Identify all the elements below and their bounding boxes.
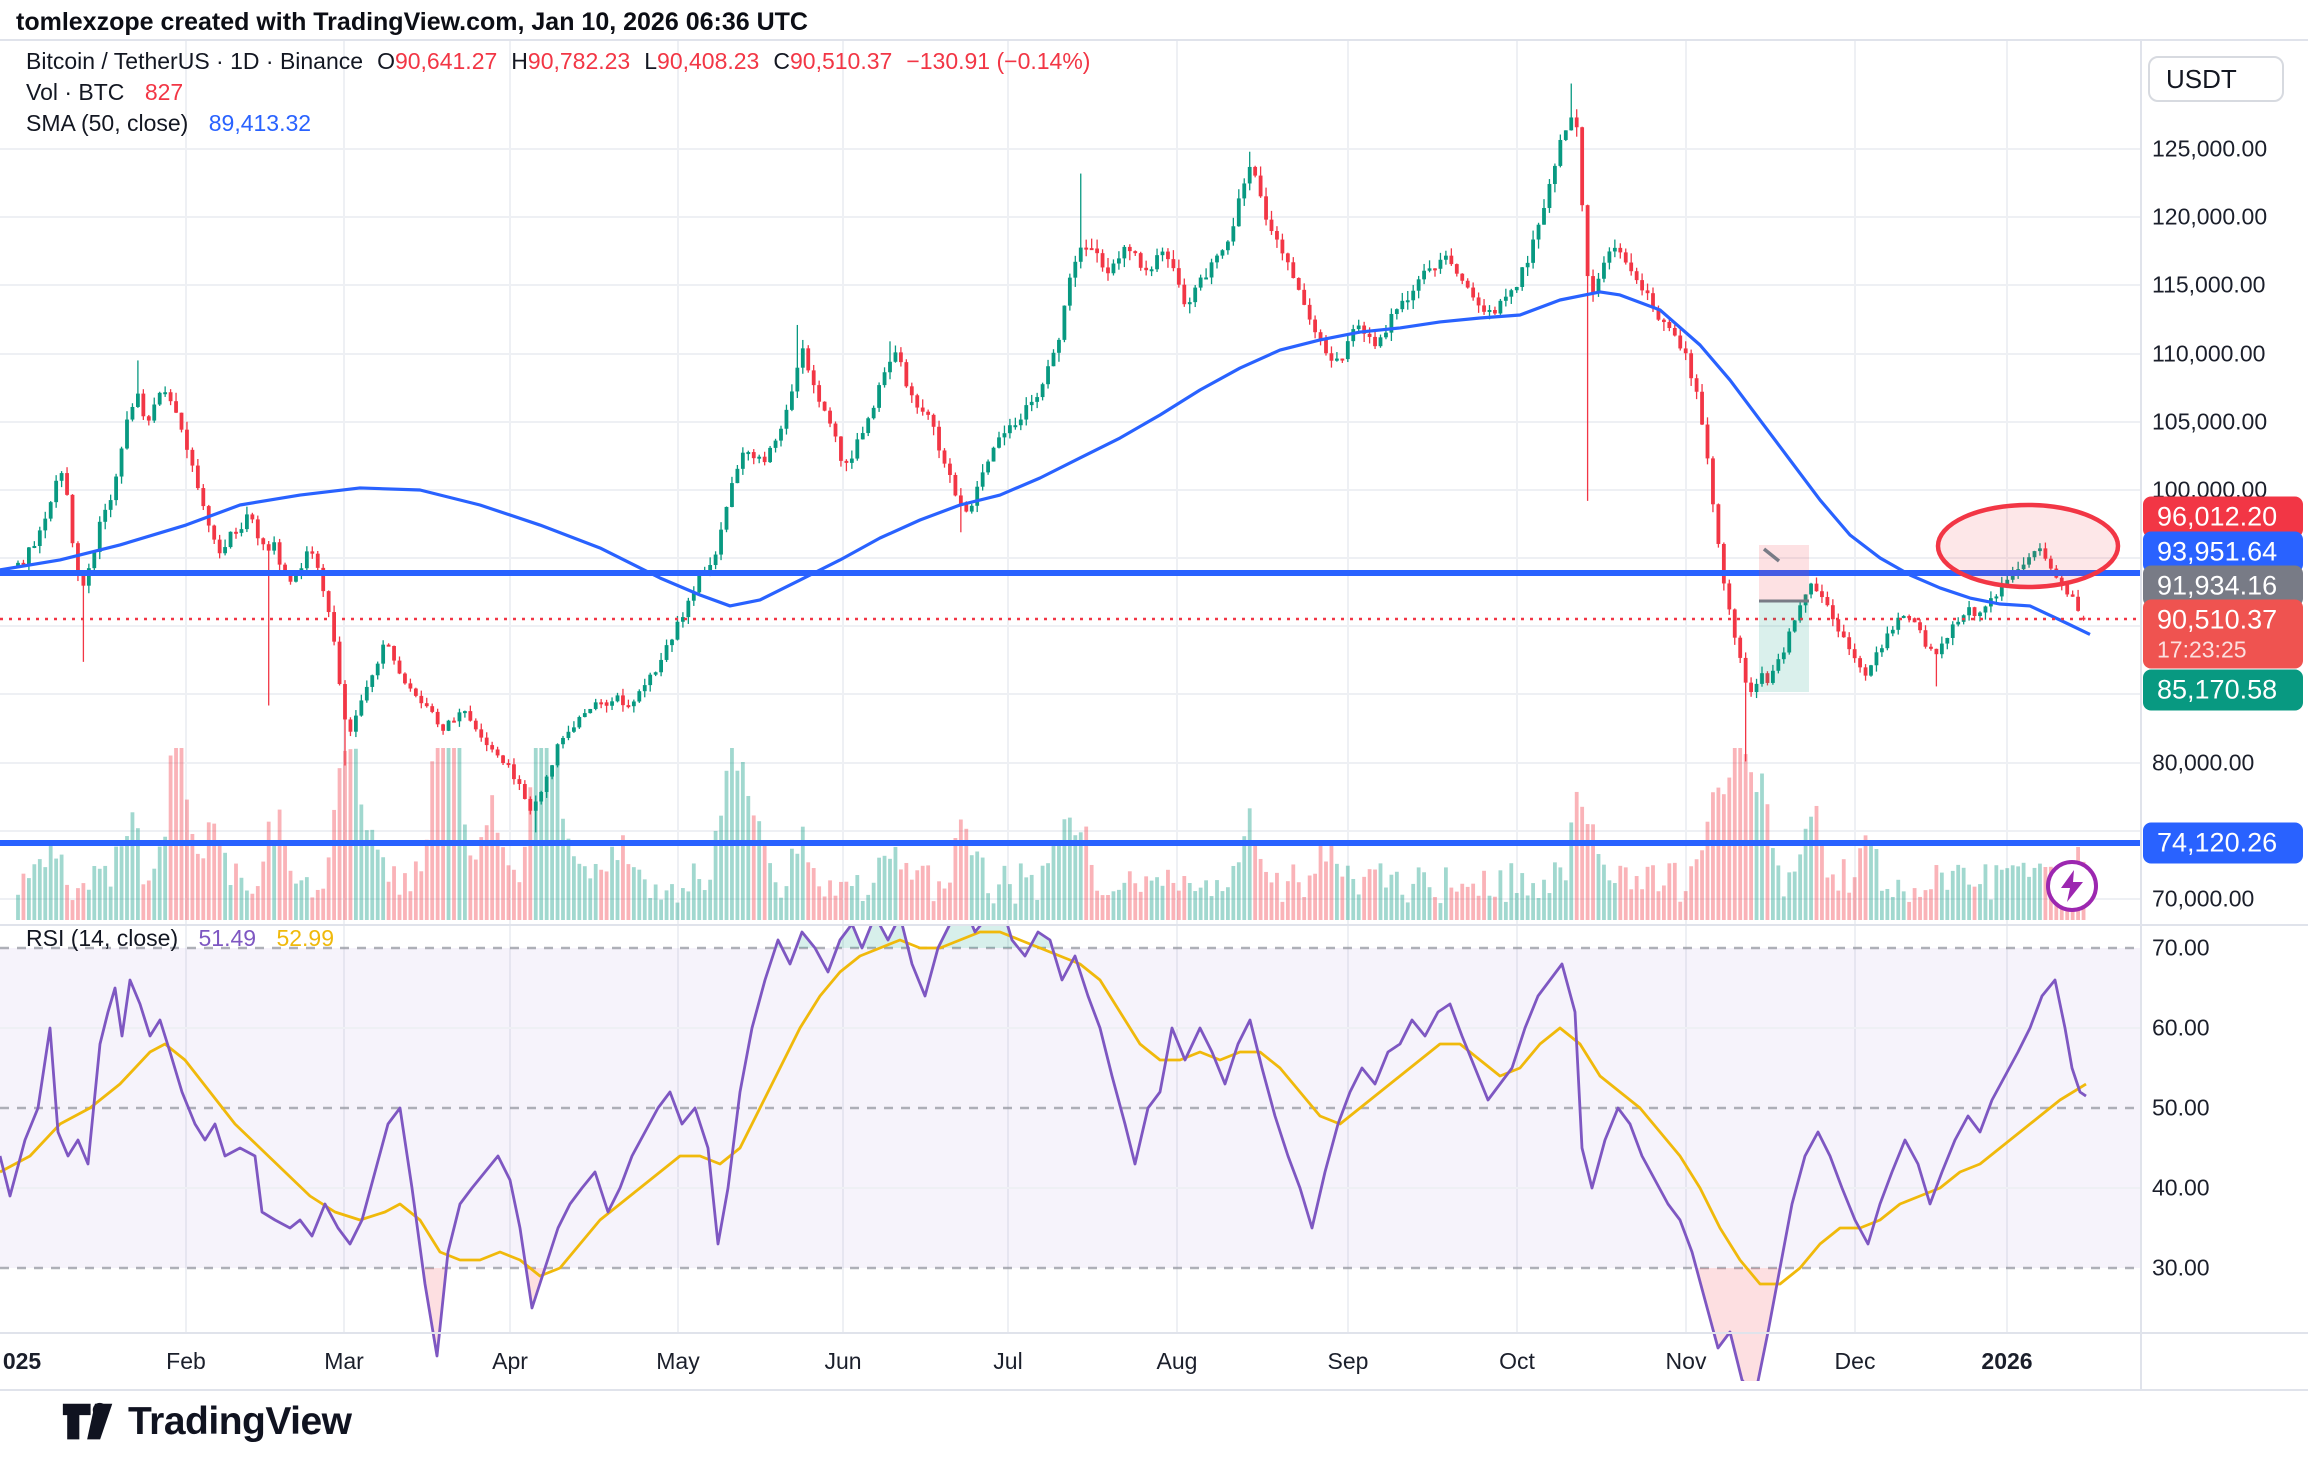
price-badge: 96,012.20 [2143,496,2303,538]
price-axis[interactable] [2140,40,2308,1390]
lightning-button[interactable] [2046,860,2098,912]
ohlc-key: C [773,48,790,74]
volume-row: Vol · BTC 827 [26,77,1090,108]
price-badge: 85,170.58 [2143,669,2303,711]
volume-label: Vol · BTC [26,79,125,105]
ohlc-key: L [644,48,658,74]
rsi-label: RSI (14, close) [26,925,179,951]
time-axis-label: Aug [1156,1348,1198,1374]
brand-name: TradingView [128,1400,352,1443]
time-axis-label: Oct [1499,1348,1535,1374]
axis-tick-label: 125,000.00 [2152,135,2268,162]
time-axis-label: Jun [824,1348,862,1374]
attribution-header: tomlexzope created with TradingView.com,… [16,8,808,36]
time-axis-label: 025 [2,1348,42,1374]
axis-tick-label: 30.00 [2152,1254,2210,1281]
price-badge: 74,120.26 [2143,822,2303,864]
axis-tick-label: 60.00 [2152,1014,2210,1041]
time-axis-label: Jul [993,1348,1023,1374]
brand-footer[interactable]: TradingView [62,1398,352,1446]
axis-tick-label: 70.00 [2152,934,2210,961]
sma-value: 89,413.32 [208,110,312,136]
sma-label: SMA (50, close) [26,110,189,136]
price-badge: 90,510.37 17:23:25 [2143,599,2303,669]
rsi-ma-value: 52.99 [276,925,335,951]
ohlc-key: O [377,48,395,74]
axis-tick-label: 80,000.00 [2152,749,2255,776]
axis-tick-label: 50.00 [2152,1094,2210,1121]
time-axis-label: Feb [166,1348,206,1374]
tradingview-logo-icon [62,1402,113,1440]
ohlc-value: 90,510.37 [789,48,893,74]
time-axis-label: May [656,1348,700,1374]
axis-tick-label: 70,000.00 [2152,885,2255,912]
time-axis-label: Mar [324,1348,364,1374]
time-axis-label: Apr [492,1348,528,1374]
ohlc-value: 90,408.23 [657,48,760,74]
ohlc-key: H [511,48,528,74]
currency-toggle-button[interactable]: USDT [2148,56,2284,102]
time-axis-label: Nov [1665,1348,1707,1374]
lightning-icon [2061,870,2083,902]
axis-tick-label: 105,000.00 [2152,408,2268,435]
symbol-legend[interactable]: Bitcoin / TetherUS · 1D · Binance O90,641… [26,46,1090,139]
axis-tick-label: 40.00 [2152,1174,2210,1201]
change-value: −130.91 (−0.14%) [906,48,1091,74]
volume-value: 827 [144,79,184,105]
sma-row: SMA (50, close) 89,413.32 [26,108,1090,139]
time-axis-label: 2026 [1981,1348,2033,1374]
axis-tick-label: 110,000.00 [2152,340,2266,367]
time-axis-label: Dec [1834,1348,1876,1374]
time-axis-label: Sep [1327,1348,1369,1374]
axis-tick-label: 115,000.00 [2152,271,2266,298]
ohlc-value: 90,641.27 [394,48,498,74]
rsi-value: 51.49 [198,925,257,951]
axis-tick-label: 120,000.00 [2152,203,2268,230]
ohlc-row: Bitcoin / TetherUS · 1D · Binance O90,641… [26,46,1090,77]
rsi-legend[interactable]: RSI (14, close) 51.49 52.99 [26,925,334,952]
ohlc-value: 90,782.23 [527,48,631,74]
symbol-title: Bitcoin / TetherUS · 1D · Binance [26,48,364,74]
